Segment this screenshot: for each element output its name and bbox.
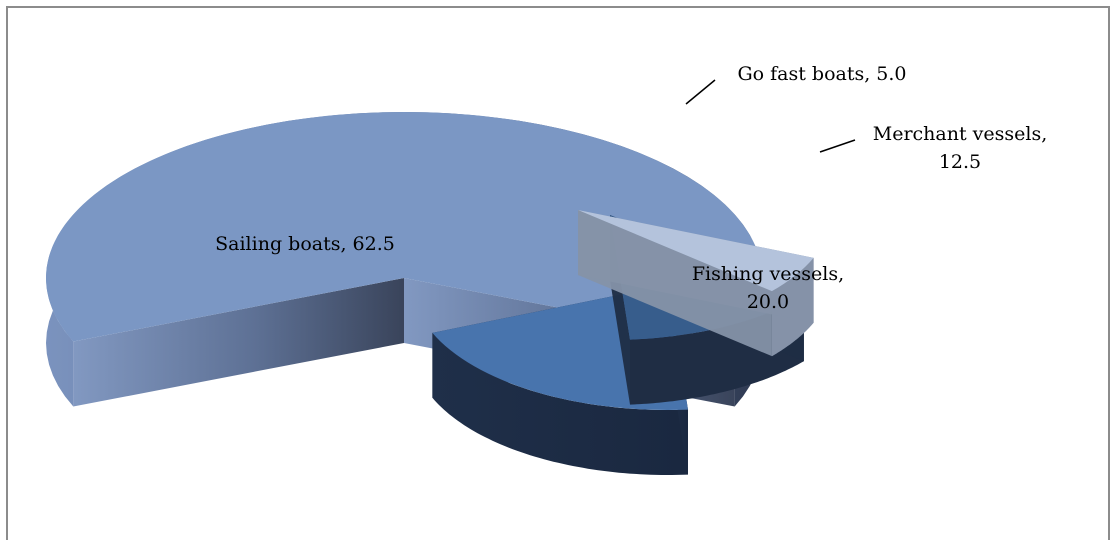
slice-cut-face — [578, 210, 772, 357]
data-label-merchant-vessels: Merchant vessels, — [873, 123, 1048, 145]
slice-cut-face — [73, 278, 404, 407]
slice-sailing-boats — [46, 111, 763, 407]
data-label-sailing-boats: Sailing boats, 62.5 — [215, 233, 395, 255]
slice-top — [46, 111, 763, 342]
data-label-merchant-vessels: 12.5 — [939, 151, 981, 173]
data-label-fishing-vessels: 20.0 — [747, 291, 789, 313]
leader-line-merchant-vessels — [819, 139, 856, 153]
slice-side — [432, 332, 688, 475]
leader-line-go-fast-boats — [685, 79, 716, 105]
slice-top — [578, 210, 814, 292]
data-label-go-fast-boats: Go fast boats, 5.0 — [737, 63, 906, 85]
data-label-fishing-vessels: Fishing vessels, — [692, 263, 844, 285]
slice-go-fast-boats — [578, 210, 814, 357]
